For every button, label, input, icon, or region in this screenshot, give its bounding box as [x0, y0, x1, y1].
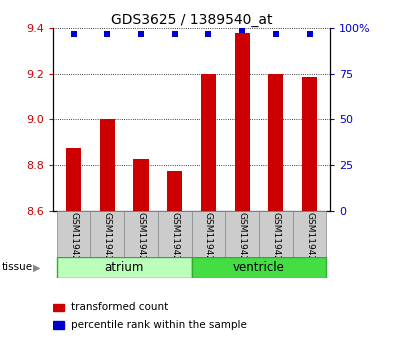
Point [205, 31, 212, 36]
Bar [192, 211, 225, 257]
Bar [225, 211, 259, 257]
Text: GSM119429: GSM119429 [305, 212, 314, 267]
Point [273, 31, 279, 36]
Text: tissue: tissue [2, 262, 33, 272]
Bar [293, 211, 326, 257]
Bar [158, 211, 192, 257]
Text: GSM119424: GSM119424 [137, 212, 145, 267]
Text: GSM119426: GSM119426 [204, 212, 213, 267]
Text: GSM119427: GSM119427 [238, 212, 246, 267]
Text: transformed count: transformed count [71, 302, 168, 313]
Bar [53, 321, 64, 329]
Text: GSM119422: GSM119422 [69, 212, 78, 267]
Bar [90, 211, 124, 257]
Point [70, 31, 77, 36]
Bar [124, 211, 158, 257]
Bar [57, 211, 90, 257]
Point [239, 27, 245, 33]
Bar [167, 171, 182, 211]
Bar [235, 33, 250, 211]
Text: ▶: ▶ [33, 262, 40, 272]
Point [307, 31, 313, 36]
Text: percentile rank within the sample: percentile rank within the sample [71, 320, 247, 330]
Bar [201, 74, 216, 211]
Bar [302, 77, 317, 211]
Point [138, 31, 144, 36]
Bar [66, 148, 81, 211]
Title: GDS3625 / 1389540_at: GDS3625 / 1389540_at [111, 13, 272, 27]
Bar [57, 257, 192, 278]
Bar [268, 74, 284, 211]
Text: atrium: atrium [104, 261, 144, 274]
Text: ventricle: ventricle [233, 261, 285, 274]
Text: GSM119428: GSM119428 [271, 212, 280, 267]
Text: GSM119425: GSM119425 [170, 212, 179, 267]
Bar [53, 304, 64, 312]
Text: GSM119423: GSM119423 [103, 212, 112, 267]
Bar [192, 257, 326, 278]
Bar [100, 120, 115, 211]
Point [104, 31, 111, 36]
Point [171, 31, 178, 36]
Bar [259, 211, 293, 257]
Bar [134, 159, 149, 211]
